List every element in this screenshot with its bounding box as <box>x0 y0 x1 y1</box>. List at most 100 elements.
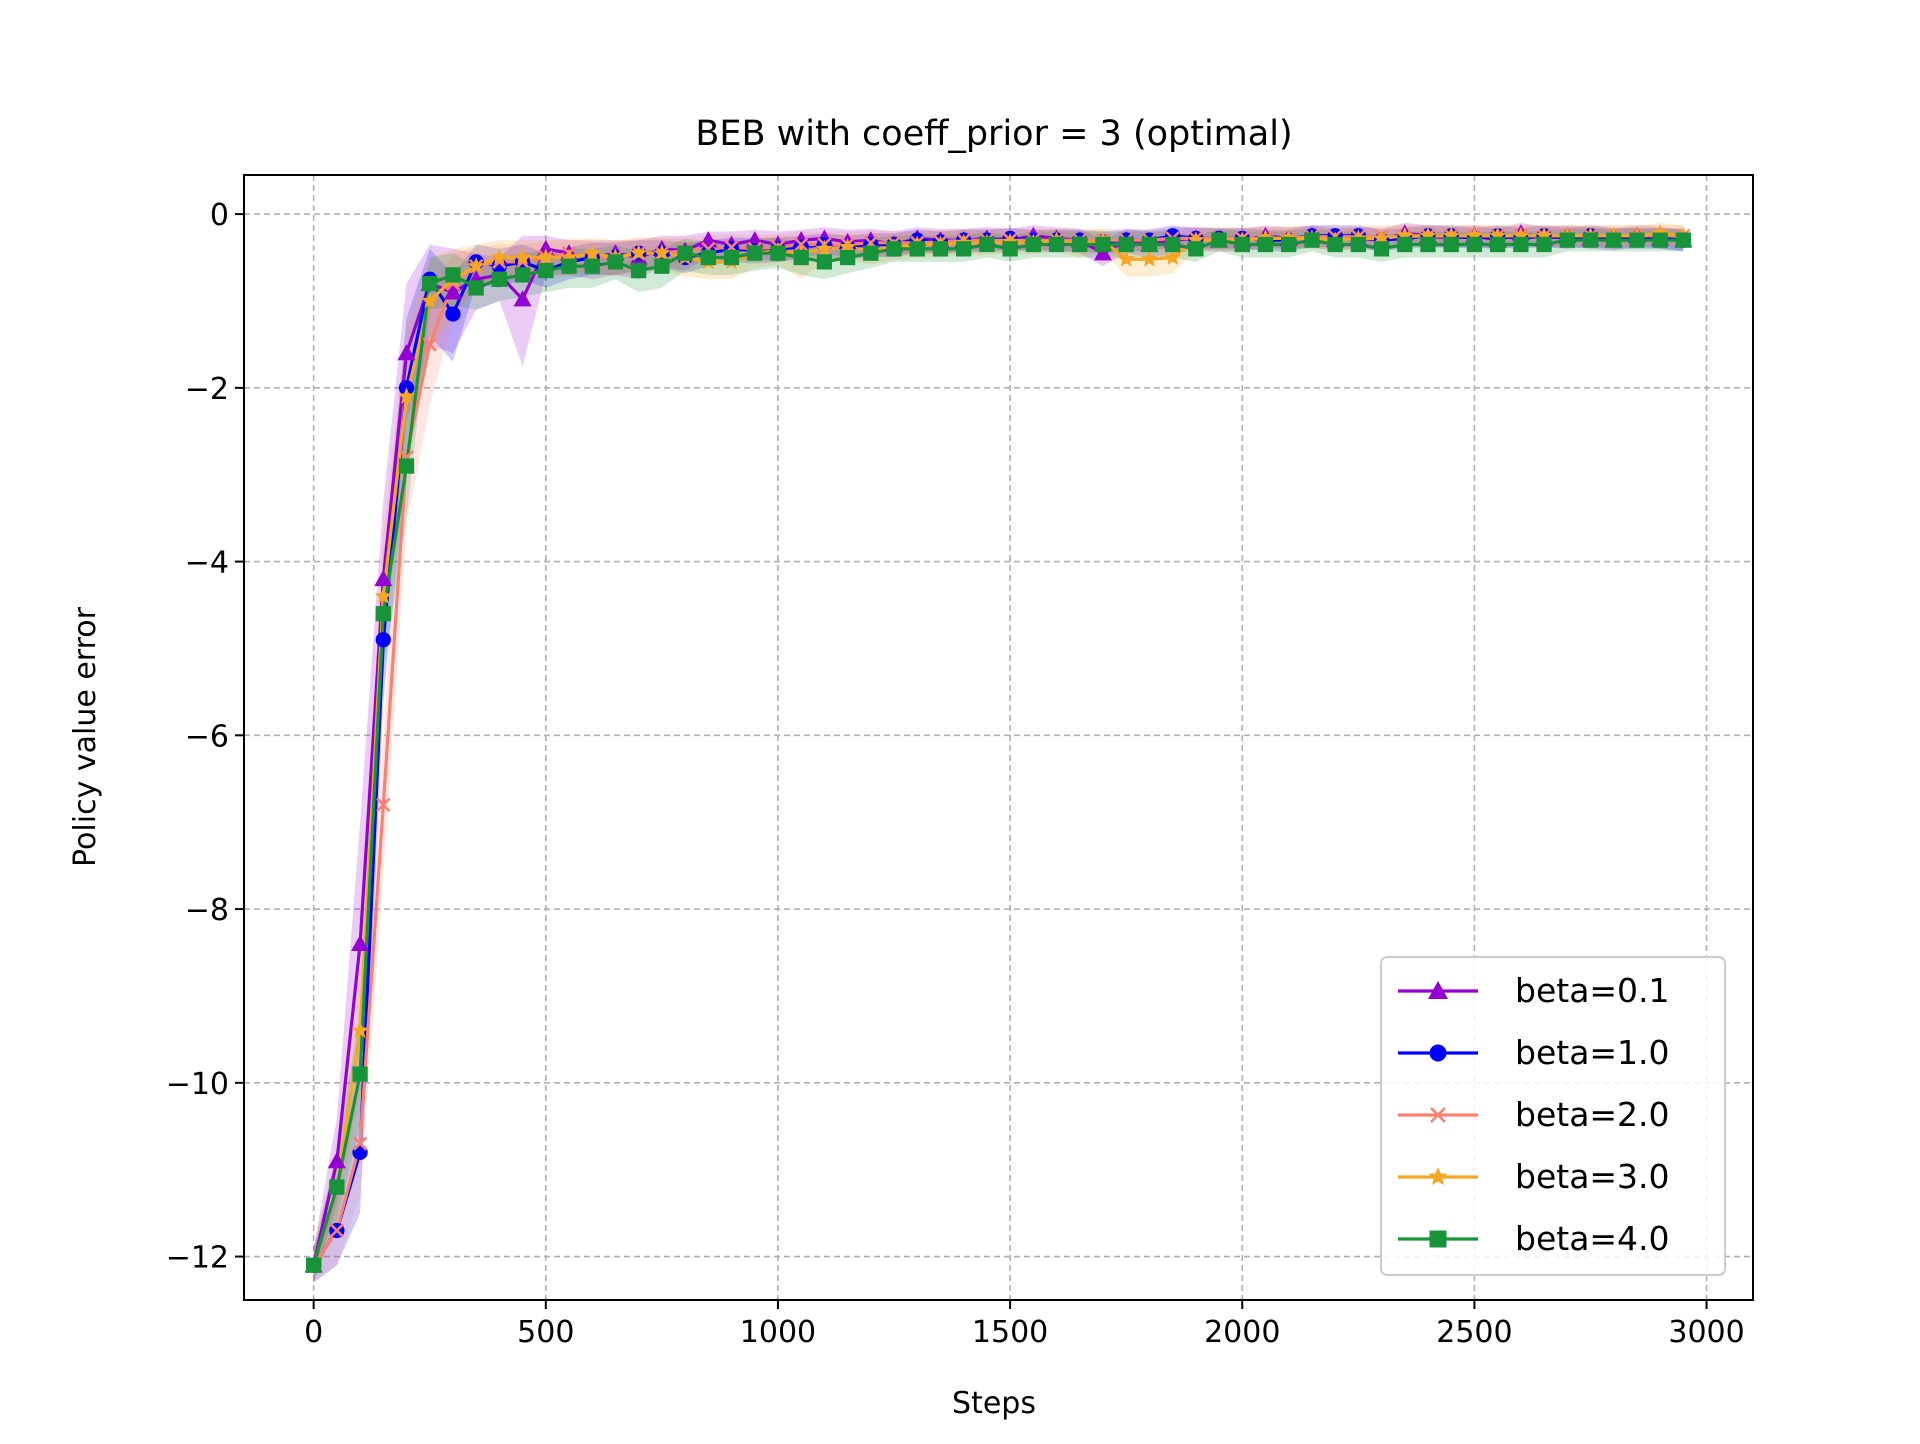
series-4-point <box>1140 250 1158 267</box>
series-3-point <box>376 797 391 813</box>
series-4-point <box>490 248 508 265</box>
y-tick-label: −12 <box>166 1241 229 1276</box>
series-5-point <box>514 267 531 283</box>
series-5-point <box>329 1179 345 1195</box>
series-4-point <box>583 244 601 261</box>
series-5-point <box>909 241 925 257</box>
series-5-point <box>793 249 809 266</box>
series-1-point <box>374 569 393 587</box>
legend-marker <box>1429 1230 1447 1248</box>
series-5-point <box>700 249 716 266</box>
series-5-point <box>1048 236 1065 253</box>
series-3-point <box>422 337 437 352</box>
series-5-point <box>677 245 693 261</box>
series-2-point <box>445 306 461 322</box>
series-5-point <box>747 245 763 261</box>
series-5-point <box>1257 236 1274 253</box>
series-4-point <box>1164 248 1182 265</box>
series-5-point <box>839 249 856 266</box>
series-1-band <box>313 222 1684 1283</box>
series-5-point <box>491 271 508 287</box>
series-5-point <box>1211 232 1227 248</box>
series-5-point <box>1304 232 1320 248</box>
series-5-point <box>1141 236 1158 253</box>
series-5-point <box>816 254 833 270</box>
series-5-point <box>1281 236 1297 253</box>
series-5-point <box>468 280 484 296</box>
series-5-point <box>1582 232 1599 248</box>
legend-item: beta=0.1 <box>1398 971 1670 1010</box>
x-tick-label: 0 <box>304 1315 323 1350</box>
axis-ticks: 0 500 1000 1500 2000 2500 3000 0 −2 −4 −6 −8 −10 −12 <box>166 198 1745 1350</box>
series-5-point <box>584 258 600 274</box>
series-5-point <box>863 245 879 261</box>
series-5-point <box>1606 232 1622 248</box>
series-4-point <box>374 587 392 604</box>
legend-label: beta=1.0 <box>1515 1033 1670 1072</box>
legend-label: beta=3.0 <box>1515 1157 1670 1196</box>
series-5-point <box>723 249 740 266</box>
series-5-point <box>607 254 624 270</box>
series-5-point <box>1350 236 1366 253</box>
series-5-point <box>956 241 972 257</box>
chart-title: BEB with coeff_prior = 3 (optimal) <box>695 114 1292 154</box>
legend-item: beta=1.0 <box>1398 1033 1670 1072</box>
y-tick-label: −10 <box>166 1067 229 1102</box>
series-5-point <box>1327 236 1343 253</box>
series-1-point <box>327 1152 346 1169</box>
series-5-point <box>1536 236 1552 253</box>
series-5-point <box>1466 236 1483 253</box>
series-5-point <box>375 606 391 622</box>
legend-item: beta=4.0 <box>1398 1219 1670 1258</box>
series-5-point <box>979 236 995 253</box>
series-5-point <box>1559 232 1575 248</box>
series-5-point <box>398 458 415 474</box>
x-tick-label: 1000 <box>740 1315 816 1350</box>
series-5-point <box>932 241 949 257</box>
y-tick-label: −2 <box>185 372 229 407</box>
y-axis-label: Policy value error <box>68 606 103 867</box>
x-tick-label: 2500 <box>1436 1315 1512 1350</box>
series-5-point <box>1373 241 1390 257</box>
series-1-point <box>351 934 370 952</box>
series-5-point <box>1675 232 1692 248</box>
y-tick-label: −8 <box>185 893 229 928</box>
series-5-point <box>305 1257 322 1273</box>
series-5-point <box>654 258 670 274</box>
legend-marker <box>1429 1044 1447 1062</box>
legend-label: beta=4.0 <box>1515 1219 1670 1258</box>
series-4-point <box>397 387 416 404</box>
series-5-point <box>770 245 786 261</box>
series-4-point <box>815 239 833 257</box>
series-2-point <box>352 1144 368 1160</box>
x-tick-label: 500 <box>517 1315 574 1350</box>
plot-frame <box>243 174 1754 1301</box>
series-5-point <box>1188 241 1204 257</box>
series-5-point <box>1234 236 1250 253</box>
legend: beta=0.1 beta=1.0 beta=2.0 beta=3.0 beta=4.0 <box>1380 956 1726 1276</box>
series-4-point <box>514 248 532 265</box>
legend-marker <box>1428 1167 1448 1186</box>
series-5-point <box>1652 232 1668 248</box>
series-5-point <box>886 241 902 257</box>
series-1-point <box>513 290 532 307</box>
series-4-point <box>351 1021 369 1038</box>
series-5-point <box>1629 232 1645 248</box>
series-4-point <box>421 292 439 309</box>
series-5-point <box>1118 236 1134 253</box>
series-5-point <box>422 275 438 292</box>
series-4-point <box>630 244 648 261</box>
series-5-point <box>538 262 554 279</box>
x-tick-label: 1500 <box>972 1315 1048 1350</box>
series-1-point <box>443 283 462 300</box>
legend-label: beta=2.0 <box>1515 1095 1670 1134</box>
x-axis-label: Steps <box>952 1386 1036 1421</box>
series-5-point <box>1443 236 1459 253</box>
series-4-point <box>537 248 555 265</box>
series-5-point <box>352 1066 368 1082</box>
series-5-markers <box>305 232 1692 1273</box>
series-5-point <box>631 262 647 279</box>
series-3-point <box>329 1223 345 1238</box>
